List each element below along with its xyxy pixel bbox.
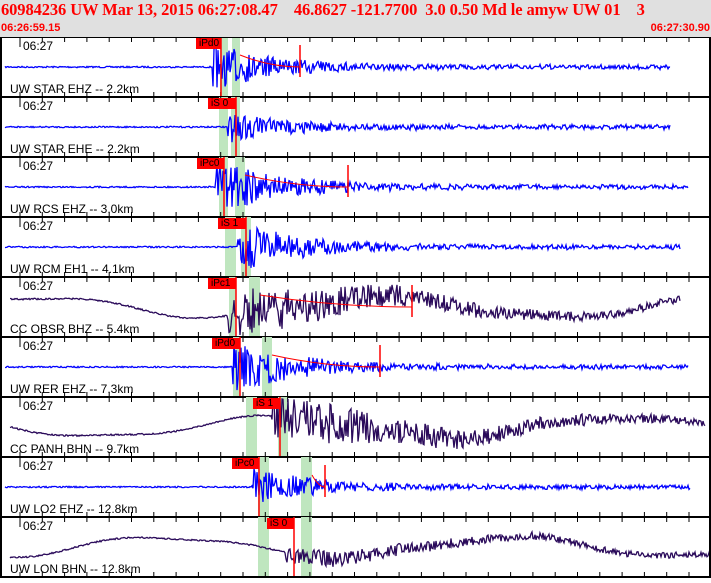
analysis-window-band	[278, 397, 288, 457]
seismic-trace	[4, 162, 689, 207]
station-label: UW RCM EH1 -- 4.1km	[10, 262, 135, 276]
station-label: UW STAR EHZ -- 2.2km	[10, 82, 140, 96]
event-title: 60984236 UW Mar 13, 2015 06:27:08.47 46.…	[1, 0, 645, 19]
trace-time-label: 06:27	[23, 99, 54, 113]
phase-pick-label[interactable]: iPd0	[212, 338, 240, 349]
station-label: UW LO2 EHZ -- 12.8km	[10, 502, 138, 516]
seismic-trace	[10, 284, 681, 336]
seismic-trace	[9, 398, 706, 450]
station-label: CC OBSR BHZ -- 5.4km	[10, 322, 140, 336]
seismic-trace	[4, 468, 691, 502]
phase-pick-label[interactable]: iS 1	[218, 218, 246, 229]
station-label: UW RER EHZ -- 7.3km	[10, 382, 134, 396]
trace-time-label: 06:27	[23, 39, 54, 53]
seismic-trace	[4, 114, 671, 143]
analysis-window-band	[301, 457, 312, 517]
station-label: CC PANH BHN -- 9.7km	[10, 442, 140, 456]
seismic-trace	[4, 43, 671, 88]
trace-time-label: 06:27	[23, 519, 54, 533]
end-time: 06:27:30.90	[650, 22, 710, 34]
phase-pick-label[interactable]: iS 1	[253, 398, 280, 409]
event-header: 60984236 UW Mar 13, 2015 06:27:08.47 46.…	[0, 0, 711, 37]
trace-time-label: 06:27	[23, 459, 54, 473]
phase-pick-label[interactable]: iPd0	[196, 38, 221, 49]
analysis-window-band	[301, 517, 312, 577]
trace-time-label: 06:27	[23, 279, 54, 293]
trace-time-label: 06:27	[23, 159, 54, 173]
analysis-window-band	[246, 397, 257, 457]
analysis-window-band	[229, 277, 236, 337]
station-label: UW STAR EHE -- 2.2km	[10, 142, 140, 156]
seismogram-panel[interactable]: 06:27 UW STAR EHZ -- 2.2km iPd0 06:27 UW STA…	[0, 36, 711, 578]
phase-pick-label[interactable]: iS 0	[267, 518, 294, 529]
waveform-canvas[interactable]	[0, 36, 711, 578]
phase-pick-label[interactable]: iPc0	[232, 458, 259, 469]
coda-decay-curve	[311, 474, 326, 488]
phase-pick-label[interactable]: iPc0	[197, 158, 224, 169]
seismic-trace	[4, 225, 681, 268]
coda-decay-curve	[244, 174, 349, 188]
trace-time-label: 06:27	[23, 219, 54, 233]
station-label: UW LON BHN -- 12.8km	[10, 562, 141, 576]
phase-pick-label[interactable]: iPc1	[208, 278, 236, 289]
trace-time-label: 06:27	[23, 399, 54, 413]
trace-time-label: 06:27	[23, 339, 54, 353]
coda-decay-curve	[239, 54, 301, 68]
coda-decay-curve	[271, 354, 381, 368]
start-time: 06:26:59.15	[1, 22, 61, 34]
phase-pick-label[interactable]: iS 0	[208, 98, 236, 109]
seismic-trace	[5, 341, 689, 391]
coda-decay-curve	[259, 294, 413, 308]
station-label: UW RCS EHZ -- 3.0km	[10, 202, 134, 216]
seismic-trace	[9, 529, 711, 569]
